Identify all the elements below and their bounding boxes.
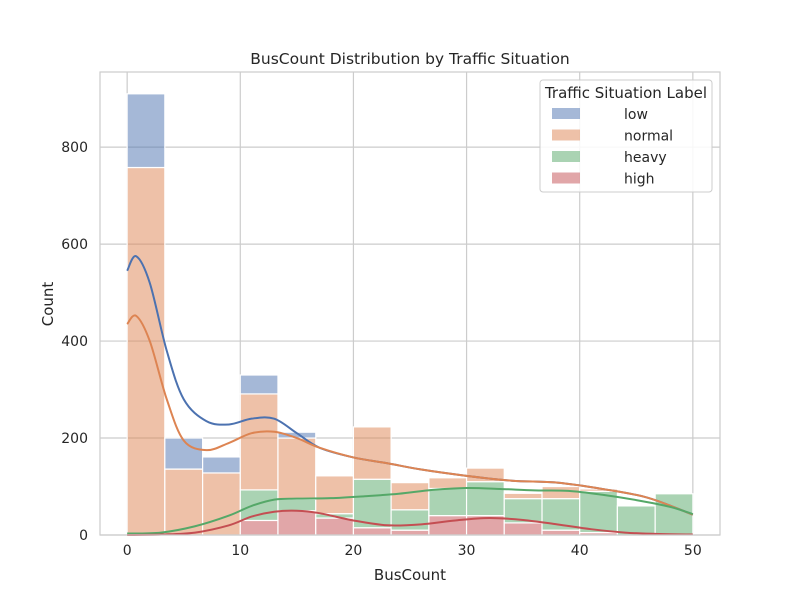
bar-high xyxy=(352,527,392,536)
plot-frame xyxy=(99,71,721,536)
bar-normal xyxy=(239,393,279,491)
y-tick-label: 0 xyxy=(79,528,88,544)
bar-heavy xyxy=(239,489,279,522)
legend-label-normal: normal xyxy=(624,129,673,145)
bar-high xyxy=(239,519,279,536)
bar-normal xyxy=(202,472,241,536)
bar-normal xyxy=(352,426,392,480)
chart-title: BusCount Distribution by Traffic Situati… xyxy=(250,50,570,68)
y-tick-label: 400 xyxy=(61,334,88,350)
x-tick-labels: 0 10 20 30 40 50 xyxy=(123,543,702,559)
bar-heavy xyxy=(465,481,505,517)
bar-high xyxy=(277,510,317,536)
legend: Traffic Situation Label low normal heavy hi… xyxy=(539,79,713,193)
bar-high xyxy=(390,529,430,536)
bar-normal xyxy=(390,482,430,511)
kde-curves xyxy=(126,255,694,536)
legend-title: Traffic Situation Label xyxy=(544,84,707,102)
bar-heavy xyxy=(390,509,430,531)
kde-normal xyxy=(126,314,694,516)
legend-swatch-heavy xyxy=(552,151,580,162)
legend-items: low normal heavy high xyxy=(552,107,673,188)
legend-frame xyxy=(539,79,713,193)
x-tick-label: 50 xyxy=(684,543,702,559)
bar-normal xyxy=(541,485,581,500)
bar-normal xyxy=(315,475,355,515)
bar-heavy xyxy=(277,498,317,512)
legend-swatch-normal xyxy=(552,129,580,141)
bar-heavy xyxy=(579,490,618,534)
legend-swatch-low xyxy=(552,108,580,119)
legend-label-heavy: heavy xyxy=(624,150,667,166)
legend-label-high: high xyxy=(624,172,655,188)
bar-normal xyxy=(126,166,166,536)
x-tick-label: 40 xyxy=(571,543,589,559)
bar-high xyxy=(315,517,355,536)
bar-low xyxy=(126,93,166,169)
y-tick-label: 200 xyxy=(61,431,88,447)
bar-heavy xyxy=(654,493,694,536)
bar-heavy xyxy=(352,478,392,529)
bar-low xyxy=(202,456,241,474)
x-tick-label: 10 xyxy=(231,543,249,559)
bar-low xyxy=(164,437,204,470)
bar-high xyxy=(428,515,468,536)
bar-normal xyxy=(277,437,317,500)
bar-heavy xyxy=(428,487,468,517)
kde-high xyxy=(127,509,693,536)
y-tick-label: 600 xyxy=(61,237,88,253)
y-axis-label: Count xyxy=(39,282,57,327)
bar-low xyxy=(239,374,279,395)
legend-label-low: low xyxy=(624,107,648,123)
x-tick-label: 30 xyxy=(458,543,476,559)
bar-high xyxy=(503,522,543,536)
bar-high xyxy=(541,529,581,536)
bar-normal xyxy=(428,477,468,490)
x-tick-label: 0 xyxy=(123,543,132,559)
y-tick-label: 800 xyxy=(61,140,88,156)
legend-swatch-high xyxy=(552,172,580,184)
histogram-bars xyxy=(126,93,694,536)
bar-heavy xyxy=(616,505,656,536)
x-tick-label: 20 xyxy=(345,543,363,559)
x-axis-label: BusCount xyxy=(374,566,446,584)
kde-heavy xyxy=(127,486,694,535)
y-tick-labels: 0 200 400 600 800 xyxy=(61,140,88,544)
bar-normal xyxy=(503,492,543,500)
